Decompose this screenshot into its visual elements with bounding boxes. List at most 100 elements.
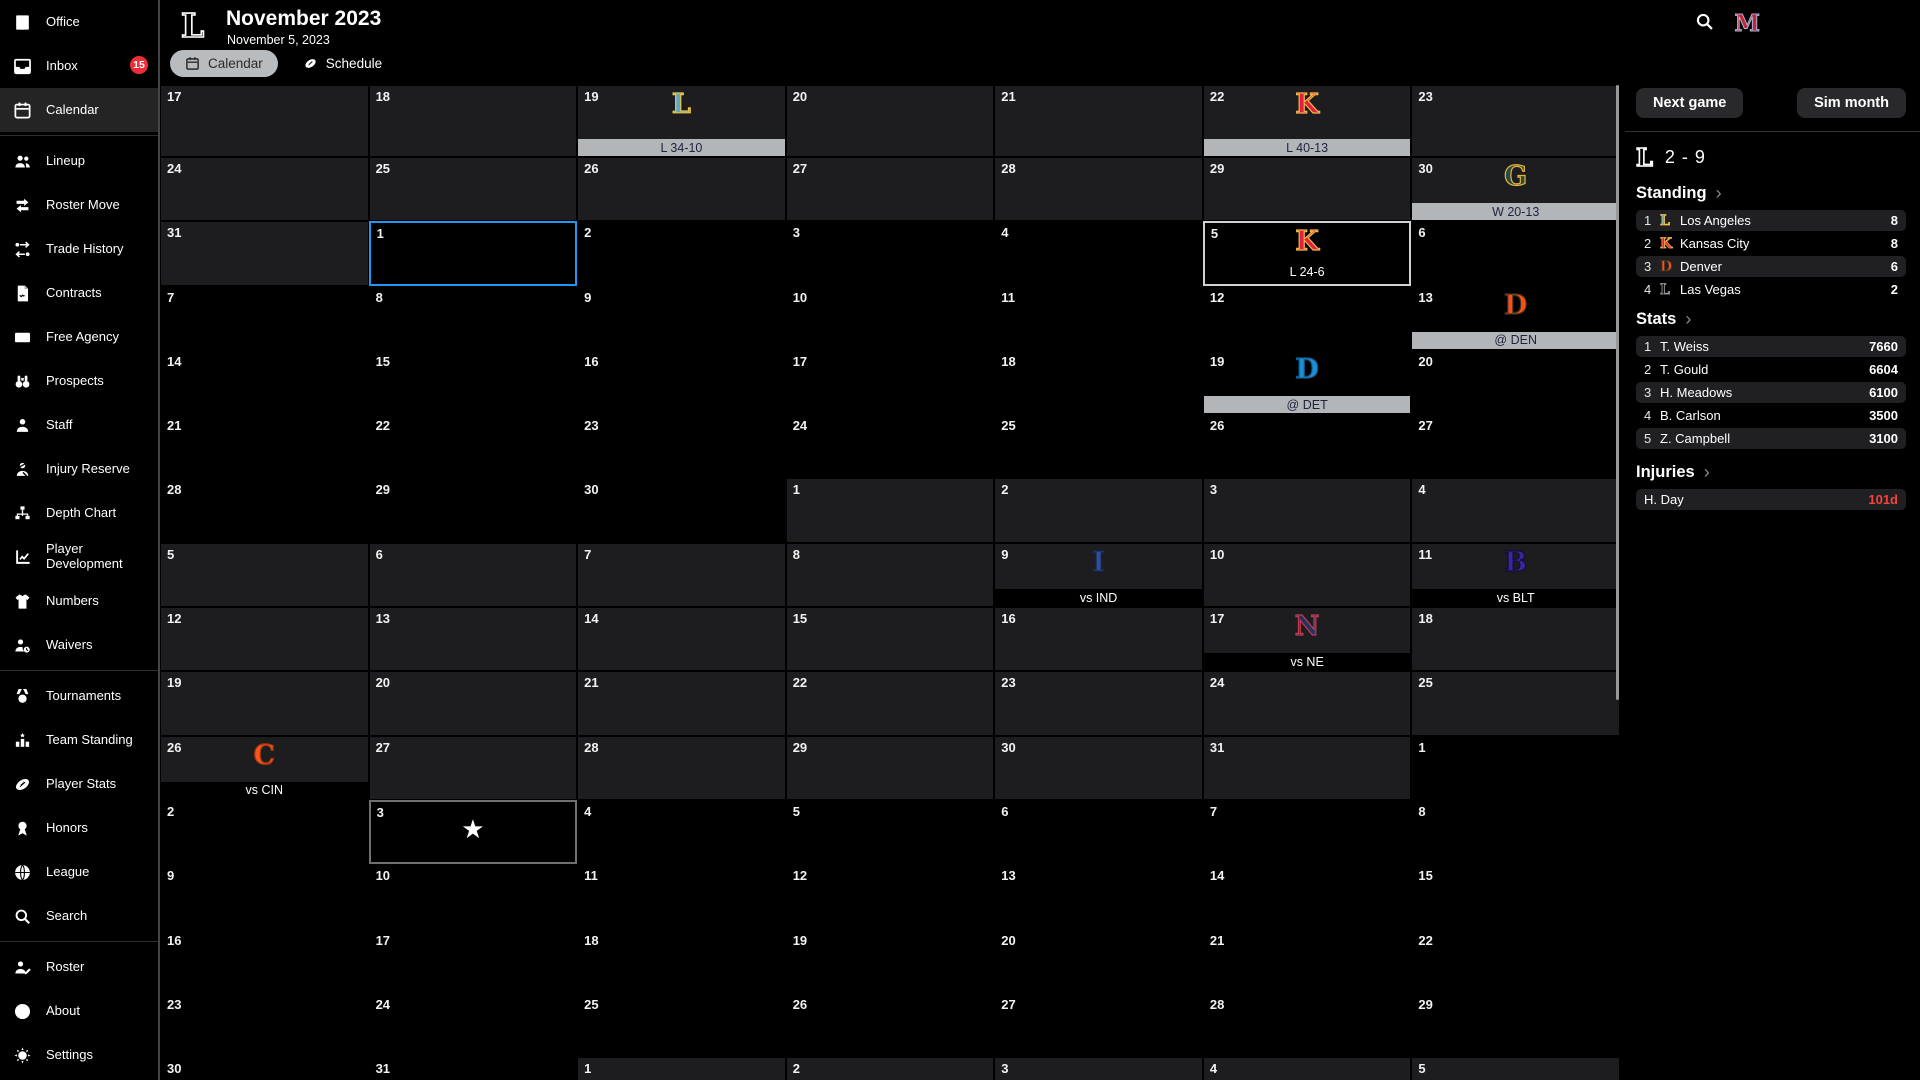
sidebar-item-office[interactable]: Office [0,0,158,44]
calendar-day-cell[interactable]: 22 [785,671,995,736]
calendar-day-cell[interactable]: 13 D @ DEN [1411,285,1620,350]
calendar-day-cell[interactable]: 16 [994,607,1203,672]
sidebar-item-free-agency[interactable]: Free Agency [0,315,158,359]
calendar-day-cell[interactable]: 26 [1202,414,1412,479]
calendar-day-cell[interactable]: 3 [785,221,995,286]
calendar-day-cell[interactable]: 30 G W 20-13 [1411,157,1620,222]
sidebar-item-calendar[interactable]: Calendar [0,88,158,132]
sidebar-item-lineup[interactable]: Lineup [0,139,158,183]
standing-section-header[interactable]: Standing › [1636,184,1906,203]
calendar-day-cell[interactable]: 23 [1411,85,1620,157]
calendar-day-cell[interactable]: 20 [368,671,578,736]
calendar-day-cell[interactable]: 1 [577,1057,786,1080]
calendar-day-cell[interactable]: 17 [368,928,578,993]
calendar-day-cell[interactable]: 13 [994,864,1203,929]
calendar-day-cell[interactable]: 3 ★ [368,799,578,865]
calendar-day-cell[interactable]: 21 [1202,928,1412,993]
calendar-day-cell[interactable]: 30 [994,735,1203,800]
tab-schedule[interactable]: Schedule [288,50,397,77]
sidebar-item-roster[interactable]: Roster [0,945,158,989]
sidebar-item-tournaments[interactable]: Tournaments [0,674,158,718]
calendar-day-cell[interactable]: 15 [1411,864,1620,929]
calendar-day-cell[interactable]: 18 [368,85,578,157]
sidebar-item-inbox[interactable]: Inbox 15 [0,44,158,88]
calendar-day-cell[interactable]: 7 [577,542,786,608]
calendar-day-cell[interactable]: 18 [1411,607,1620,672]
calendar-day-cell[interactable]: 19 [785,928,995,993]
calendar-day-cell[interactable]: 2 [160,799,369,865]
calendar-day-cell[interactable]: 12 [785,864,995,929]
calendar-day-cell[interactable]: 24 [1202,671,1412,736]
calendar-day-cell[interactable]: 2 [994,478,1203,543]
calendar-day-cell[interactable]: 2 [577,221,786,286]
stats-section-row[interactable]: 3 H. Meadows 6100 [1636,382,1906,403]
calendar-day-cell[interactable]: 5 K L 24-6 [1202,221,1412,286]
calendar-day-cell[interactable]: 1 [368,221,578,286]
calendar-day-cell[interactable]: 16 [577,349,786,415]
calendar-day-cell[interactable]: 8 [1411,799,1620,865]
standing-section-row[interactable]: 4 L Las Vegas 2 [1636,279,1906,300]
calendar-day-cell[interactable]: 17 [160,85,369,157]
injuries-section-header[interactable]: Injuries › [1636,463,1906,482]
sidebar-item-injury-reserve[interactable]: Injury Reserve [0,447,158,491]
sidebar-item-league[interactable]: League [0,850,158,894]
sidebar-item-roster-move[interactable]: Roster Move [0,183,158,227]
standing-section-row[interactable]: 2 K Kansas City 8 [1636,233,1906,254]
stats-section-header[interactable]: Stats › [1636,310,1906,329]
calendar-day-cell[interactable]: 6 [994,799,1203,865]
calendar-day-cell[interactable]: 18 [577,928,786,993]
calendar-day-cell[interactable]: 21 [160,414,369,479]
calendar-day-cell[interactable]: 14 [577,607,786,672]
calendar-day-cell[interactable]: 24 [368,992,578,1058]
calendar-day-cell[interactable]: 3 [1202,478,1412,543]
calendar-day-cell[interactable]: 25 [368,157,578,222]
calendar-day-cell[interactable]: 27 [785,157,995,222]
sidebar-item-team-standing[interactable]: Team Standing [0,718,158,762]
calendar-day-cell[interactable]: 1 [1411,735,1620,800]
calendar-day-cell[interactable]: 19 [160,671,369,736]
calendar-day-cell[interactable]: 10 [1202,542,1412,608]
calendar-day-cell[interactable]: 24 [160,157,369,222]
injuries-section-row[interactable]: H. Day 101d [1636,489,1906,510]
sim-month-button[interactable]: Sim month [1797,88,1906,118]
sidebar-item-waivers[interactable]: Waivers [0,623,158,667]
calendar-day-cell[interactable]: 6 [368,542,578,608]
calendar-day-cell[interactable]: 28 [994,157,1203,222]
calendar-day-cell[interactable]: 15 [368,349,578,415]
calendar-day-cell[interactable]: 24 [785,414,995,479]
calendar-day-cell[interactable]: 29 [1411,992,1620,1058]
calendar-day-cell[interactable]: 22 [368,414,578,479]
calendar-day-cell[interactable]: 4 [994,221,1203,286]
calendar-day-cell[interactable]: 27 [368,735,578,800]
sidebar-item-trade-history[interactable]: Trade History [0,227,158,271]
calendar-day-cell[interactable]: 9 [160,864,369,929]
sidebar-item-numbers[interactable]: Numbers [0,579,158,623]
sidebar-item-settings[interactable]: Settings [0,1033,158,1077]
calendar-day-cell[interactable]: 10 [368,864,578,929]
calendar-day-cell[interactable]: 29 [785,735,995,800]
calendar-day-cell[interactable]: 10 [785,285,995,350]
calendar-day-cell[interactable]: 31 [1202,735,1412,800]
calendar-day-cell[interactable]: 5 [785,799,995,865]
calendar-day-cell[interactable]: 18 [994,349,1203,415]
calendar-day-cell[interactable]: 23 [577,414,786,479]
search-icon[interactable] [1694,11,1715,37]
calendar-day-cell[interactable]: 25 [994,414,1203,479]
calendar-day-cell[interactable]: 12 [160,607,369,672]
calendar-day-cell[interactable]: 28 [160,478,369,543]
sidebar-item-depth-chart[interactable]: Depth Chart [0,491,158,535]
calendar-day-cell[interactable]: 4 [1411,478,1620,543]
calendar-day-cell[interactable]: 5 [160,542,369,608]
stats-section-row[interactable]: 2 T. Gould 6604 [1636,359,1906,380]
calendar-day-cell[interactable]: 11 [994,285,1203,350]
calendar-day-cell[interactable]: 4 [1202,1057,1412,1080]
calendar-day-cell[interactable]: 25 [577,992,786,1058]
calendar-day-cell[interactable]: 17 [785,349,995,415]
sidebar-item-player-stats[interactable]: Player Stats [0,762,158,806]
calendar-day-cell[interactable]: 13 [368,607,578,672]
calendar-day-cell[interactable]: 28 [577,735,786,800]
calendar-day-cell[interactable]: 28 [1202,992,1412,1058]
sidebar-item-search[interactable]: Search [0,894,158,938]
sidebar-item-prospects[interactable]: Prospects [0,359,158,403]
